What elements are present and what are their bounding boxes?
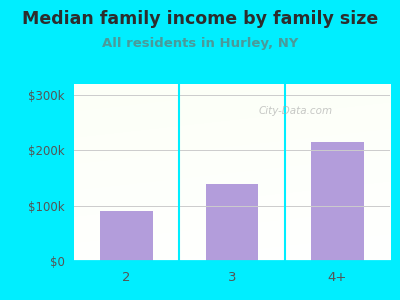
Text: City-Data.com: City-Data.com: [258, 106, 332, 116]
Text: Median family income by family size: Median family income by family size: [22, 11, 378, 28]
Text: All residents in Hurley, NY: All residents in Hurley, NY: [102, 38, 298, 50]
Bar: [206, 184, 258, 261]
Bar: [311, 142, 364, 261]
Bar: [100, 211, 153, 261]
